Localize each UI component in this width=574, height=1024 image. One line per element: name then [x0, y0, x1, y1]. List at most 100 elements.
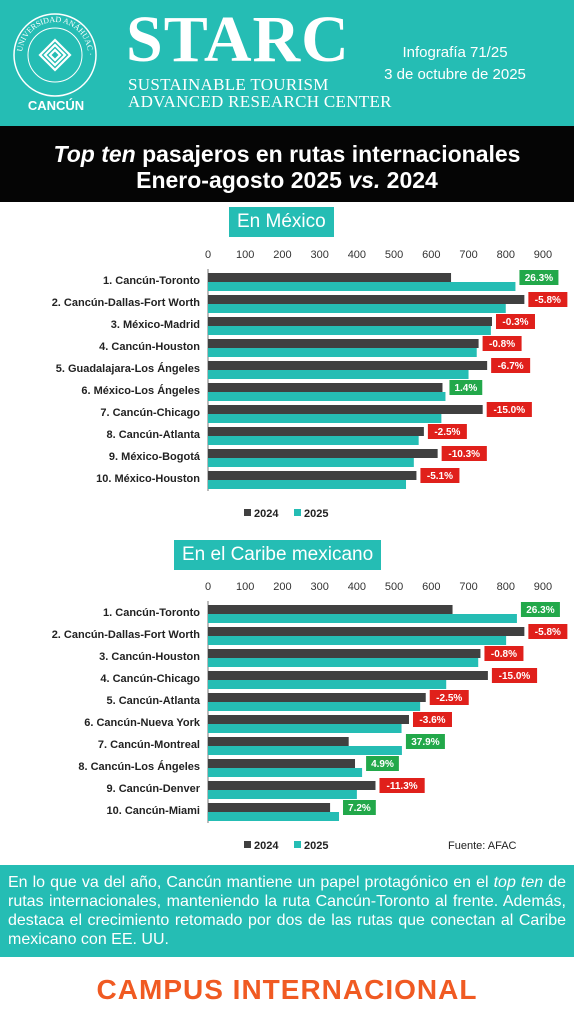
change-label: 37.9% — [411, 737, 439, 748]
bar-2024 — [208, 649, 481, 658]
change-badge — [449, 380, 483, 395]
bar-2024 — [208, 449, 438, 458]
x-tick-label: 800 — [497, 249, 515, 261]
legend-swatch-2025 — [294, 841, 301, 848]
bar-2025 — [208, 392, 446, 401]
x-tick-label: 100 — [236, 581, 254, 593]
bar-2025 — [208, 370, 469, 379]
bar-2024 — [208, 383, 443, 392]
bar-2024 — [208, 317, 492, 326]
legend-swatch-2025 — [294, 509, 301, 516]
bar-2024 — [208, 427, 424, 436]
legend-swatch-2024 — [244, 841, 251, 848]
category-label: 8. Cancún-Los Ángeles — [78, 760, 200, 773]
bar-2025 — [208, 746, 402, 755]
x-tick-label: 200 — [273, 581, 291, 593]
bar-2025 — [208, 480, 407, 489]
x-tick-label: 800 — [497, 581, 515, 593]
x-tick-label: 500 — [385, 249, 403, 261]
change-label: -5.8% — [535, 295, 561, 306]
bar-2025 — [208, 304, 506, 313]
change-label: 26.3% — [526, 605, 554, 616]
x-tick-label: 300 — [310, 249, 328, 261]
x-tick-label: 300 — [310, 581, 328, 593]
bar-2024 — [208, 781, 376, 790]
section-title-caribe: En el Caribe mexicano — [174, 540, 382, 570]
bar-2025 — [208, 680, 447, 689]
bar-2025 — [208, 414, 442, 423]
bar-2025 — [208, 790, 357, 799]
bar-2024 — [208, 627, 525, 636]
bar-2025 — [208, 768, 363, 777]
category-label: 1. Cancún-Toronto — [103, 607, 200, 619]
change-badge — [366, 756, 399, 771]
legend-label-2025: 2025 — [304, 840, 328, 852]
change-badge — [429, 690, 469, 705]
bar-2024 — [208, 737, 349, 746]
source-label: Fuente: AFAC — [448, 840, 517, 852]
bar-2024 — [208, 803, 331, 812]
change-label: -6.7% — [498, 361, 524, 372]
category-label: 3. Cancún-Houston — [99, 651, 200, 663]
x-tick-label: 0 — [205, 581, 211, 593]
category-label: 9. Cancún-Denver — [106, 783, 200, 795]
x-tick-label: 400 — [348, 581, 366, 593]
bar-2025 — [208, 702, 421, 711]
category-label: 6. Cancún-Nueva York — [84, 717, 201, 729]
campus-internacional-brand: CAMPUS INTERNACIONAL — [96, 974, 478, 1005]
bar-2025 — [208, 636, 507, 645]
bar-2024 — [208, 295, 525, 304]
category-label: 4. Cancún-Chicago — [100, 673, 200, 685]
bar-2024 — [208, 693, 426, 702]
campus-label: CANCÚN — [27, 98, 85, 113]
bar-2024 — [208, 715, 409, 724]
bar-2025 — [208, 724, 402, 733]
x-tick-label: 500 — [385, 581, 403, 593]
bar-2025 — [208, 348, 477, 357]
chart-caribe: 0 100 200 300 400 500 600 700 800 900 1. Cancún-To… — [52, 581, 568, 852]
change-badge — [379, 778, 425, 793]
change-badge — [343, 800, 376, 815]
header-banner: UNIVERSIDAD ANÁHUAC · VINCE IN BONO MALU… — [0, 0, 574, 126]
x-tick-label: 0 — [205, 249, 211, 261]
change-badge — [412, 712, 452, 727]
change-badge — [420, 468, 460, 483]
change-badge — [484, 646, 524, 661]
change-label: -10.3% — [448, 449, 480, 460]
x-tick-label: 100 — [236, 249, 254, 261]
category-label: 10. México-Houston — [96, 473, 200, 485]
change-badge — [427, 424, 467, 439]
bar-2025 — [208, 658, 479, 667]
change-badge — [528, 292, 568, 307]
infographic-info: Infografía 71/25 3 de octubre de 2025 — [355, 42, 555, 86]
change-badge — [482, 336, 522, 351]
x-tick-label: 200 — [273, 249, 291, 261]
category-label: 7. Cancún-Montreal — [98, 739, 200, 751]
category-label: 5. Guadalajara-Los Ángeles — [56, 362, 200, 375]
category-label: 9. México-Bogotá — [109, 451, 201, 463]
change-badge — [491, 358, 531, 373]
category-label: 3. México-Madrid — [111, 319, 200, 331]
change-label: -0.3% — [502, 317, 528, 328]
bar-2024 — [208, 605, 453, 614]
change-badge — [495, 314, 535, 329]
change-badge — [520, 602, 560, 617]
infographic-date: 3 de octubre de 2025 — [384, 66, 526, 83]
x-tick-label: 900 — [534, 249, 552, 261]
bar-2024 — [208, 339, 479, 348]
category-label: 2. Cancún-Dallas-Fort Worth — [52, 297, 201, 309]
category-label: 10. Cancún-Miami — [106, 805, 200, 817]
bar-2024 — [208, 759, 356, 768]
change-label: -2.5% — [436, 693, 462, 704]
infographic-number: Infografía 71/25 — [402, 44, 508, 61]
section-title-mexico: En México — [229, 207, 334, 237]
change-label: 4.9% — [371, 759, 394, 770]
x-tick-label: 900 — [534, 581, 552, 593]
category-label: 6. México-Los Ángeles — [81, 384, 200, 397]
change-label: -3.6% — [419, 715, 445, 726]
change-badge — [491, 668, 538, 683]
change-label: 1.4% — [454, 383, 477, 394]
change-badge — [441, 446, 487, 461]
x-tick-label: 700 — [459, 581, 477, 593]
change-badge — [486, 402, 532, 417]
